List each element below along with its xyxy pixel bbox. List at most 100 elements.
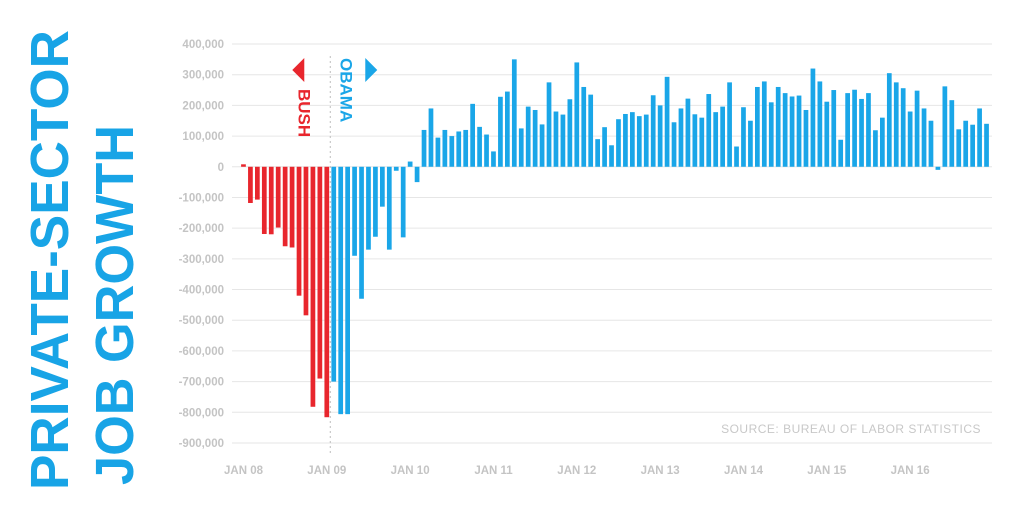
- chart-title: PRIVATE-SECTOR JOB GROWTH: [20, 30, 145, 490]
- bar: [498, 96, 503, 167]
- bar: [623, 113, 628, 167]
- bar: [338, 166, 344, 415]
- bar: [699, 117, 705, 167]
- bar: [768, 102, 774, 167]
- bar: [567, 99, 573, 167]
- bar: [609, 145, 614, 167]
- bar-series: [241, 59, 989, 418]
- bar: [352, 166, 357, 256]
- bar: [428, 108, 434, 167]
- bar: [331, 166, 337, 382]
- bar: [505, 91, 510, 167]
- bar: [248, 166, 253, 203]
- x-tick-label: JAN 12: [557, 465, 596, 477]
- bar: [484, 134, 489, 167]
- y-tick-label: 100,000: [182, 131, 224, 143]
- bar: [866, 93, 871, 167]
- bar: [345, 166, 350, 415]
- y-tick-label: 200,000: [182, 100, 224, 112]
- bar: [630, 112, 635, 167]
- bar: [782, 93, 788, 167]
- y-axis-ticks: 400,000 300,000 200,000 100,000 0 -100,000 -20…: [179, 39, 224, 450]
- bar: [671, 122, 677, 167]
- bar: [678, 108, 684, 167]
- y-tick-label: -100,000: [179, 192, 224, 204]
- bar: [748, 120, 753, 167]
- bar: [414, 166, 420, 183]
- bar: [595, 139, 600, 167]
- bar: [796, 95, 802, 167]
- bar: [831, 90, 837, 167]
- bar: [532, 109, 538, 167]
- bar: [664, 76, 670, 167]
- bar: [255, 166, 260, 200]
- bar: [907, 111, 913, 167]
- era-labels: BUSH OBAMA: [292, 58, 378, 137]
- bush-arrow-icon: [292, 58, 305, 82]
- x-tick-label: JAN 11: [474, 465, 513, 477]
- x-tick-label: JAN 10: [391, 465, 430, 477]
- x-tick-label: JAN 13: [641, 465, 680, 477]
- bar: [977, 108, 982, 167]
- bar: [442, 129, 448, 167]
- bar: [942, 86, 948, 167]
- bar: [880, 117, 885, 167]
- bar: [553, 111, 559, 167]
- y-tick-label: -900,000: [179, 438, 224, 450]
- bar: [657, 105, 663, 167]
- y-tick-label: -500,000: [179, 315, 224, 327]
- bar: [470, 103, 475, 167]
- bar: [616, 119, 621, 167]
- bar: [838, 139, 844, 167]
- bar: [803, 109, 809, 167]
- bar: [373, 166, 378, 237]
- bar: [900, 88, 906, 167]
- bar: [970, 124, 975, 167]
- bar: [296, 166, 302, 296]
- bar: [873, 130, 878, 167]
- bar: [706, 94, 712, 167]
- y-tick-label: -200,000: [179, 223, 224, 235]
- title-line-2: JOB GROWTH: [85, 125, 145, 485]
- bar: [324, 166, 330, 418]
- bar: [810, 68, 816, 167]
- bar: [546, 82, 552, 167]
- bar: [727, 82, 732, 167]
- bar: [928, 120, 934, 167]
- y-tick-label: -400,000: [179, 285, 224, 297]
- bar: [511, 59, 517, 167]
- y-tick-label: -700,000: [179, 377, 224, 389]
- bar: [491, 151, 496, 167]
- bar: [407, 161, 413, 167]
- bar: [775, 86, 781, 167]
- bar: [421, 129, 427, 167]
- bar: [713, 112, 719, 167]
- x-axis-ticks: JAN 08 JAN 09 JAN 10 JAN 11 JAN 12 JAN 13 JAN …: [224, 465, 930, 477]
- bar: [963, 120, 969, 167]
- bar: [366, 166, 371, 250]
- bar: [477, 126, 482, 167]
- source-note: SOURCE: BUREAU OF LABOR STATISTICS: [721, 422, 981, 436]
- era-label-bush: BUSH: [294, 89, 313, 137]
- bar: [984, 123, 989, 167]
- bar: [241, 164, 246, 167]
- bar: [518, 128, 524, 167]
- y-tick-label: -600,000: [179, 346, 224, 358]
- bar: [289, 166, 295, 248]
- bar: [602, 127, 607, 167]
- bar: [261, 166, 267, 234]
- era-label-obama: OBAMA: [336, 58, 355, 122]
- x-tick-label: JAN 09: [307, 465, 346, 477]
- bar: [643, 114, 649, 167]
- bar: [720, 106, 725, 167]
- bar: [393, 166, 399, 171]
- bar: [741, 107, 746, 167]
- bar: [956, 129, 962, 167]
- bar: [282, 166, 288, 247]
- bar: [386, 166, 392, 250]
- bar: [275, 166, 281, 228]
- title-line-1: PRIVATE-SECTOR: [20, 30, 80, 490]
- x-tick-label: JAN 15: [807, 465, 847, 477]
- x-tick-label: JAN 14: [724, 465, 764, 477]
